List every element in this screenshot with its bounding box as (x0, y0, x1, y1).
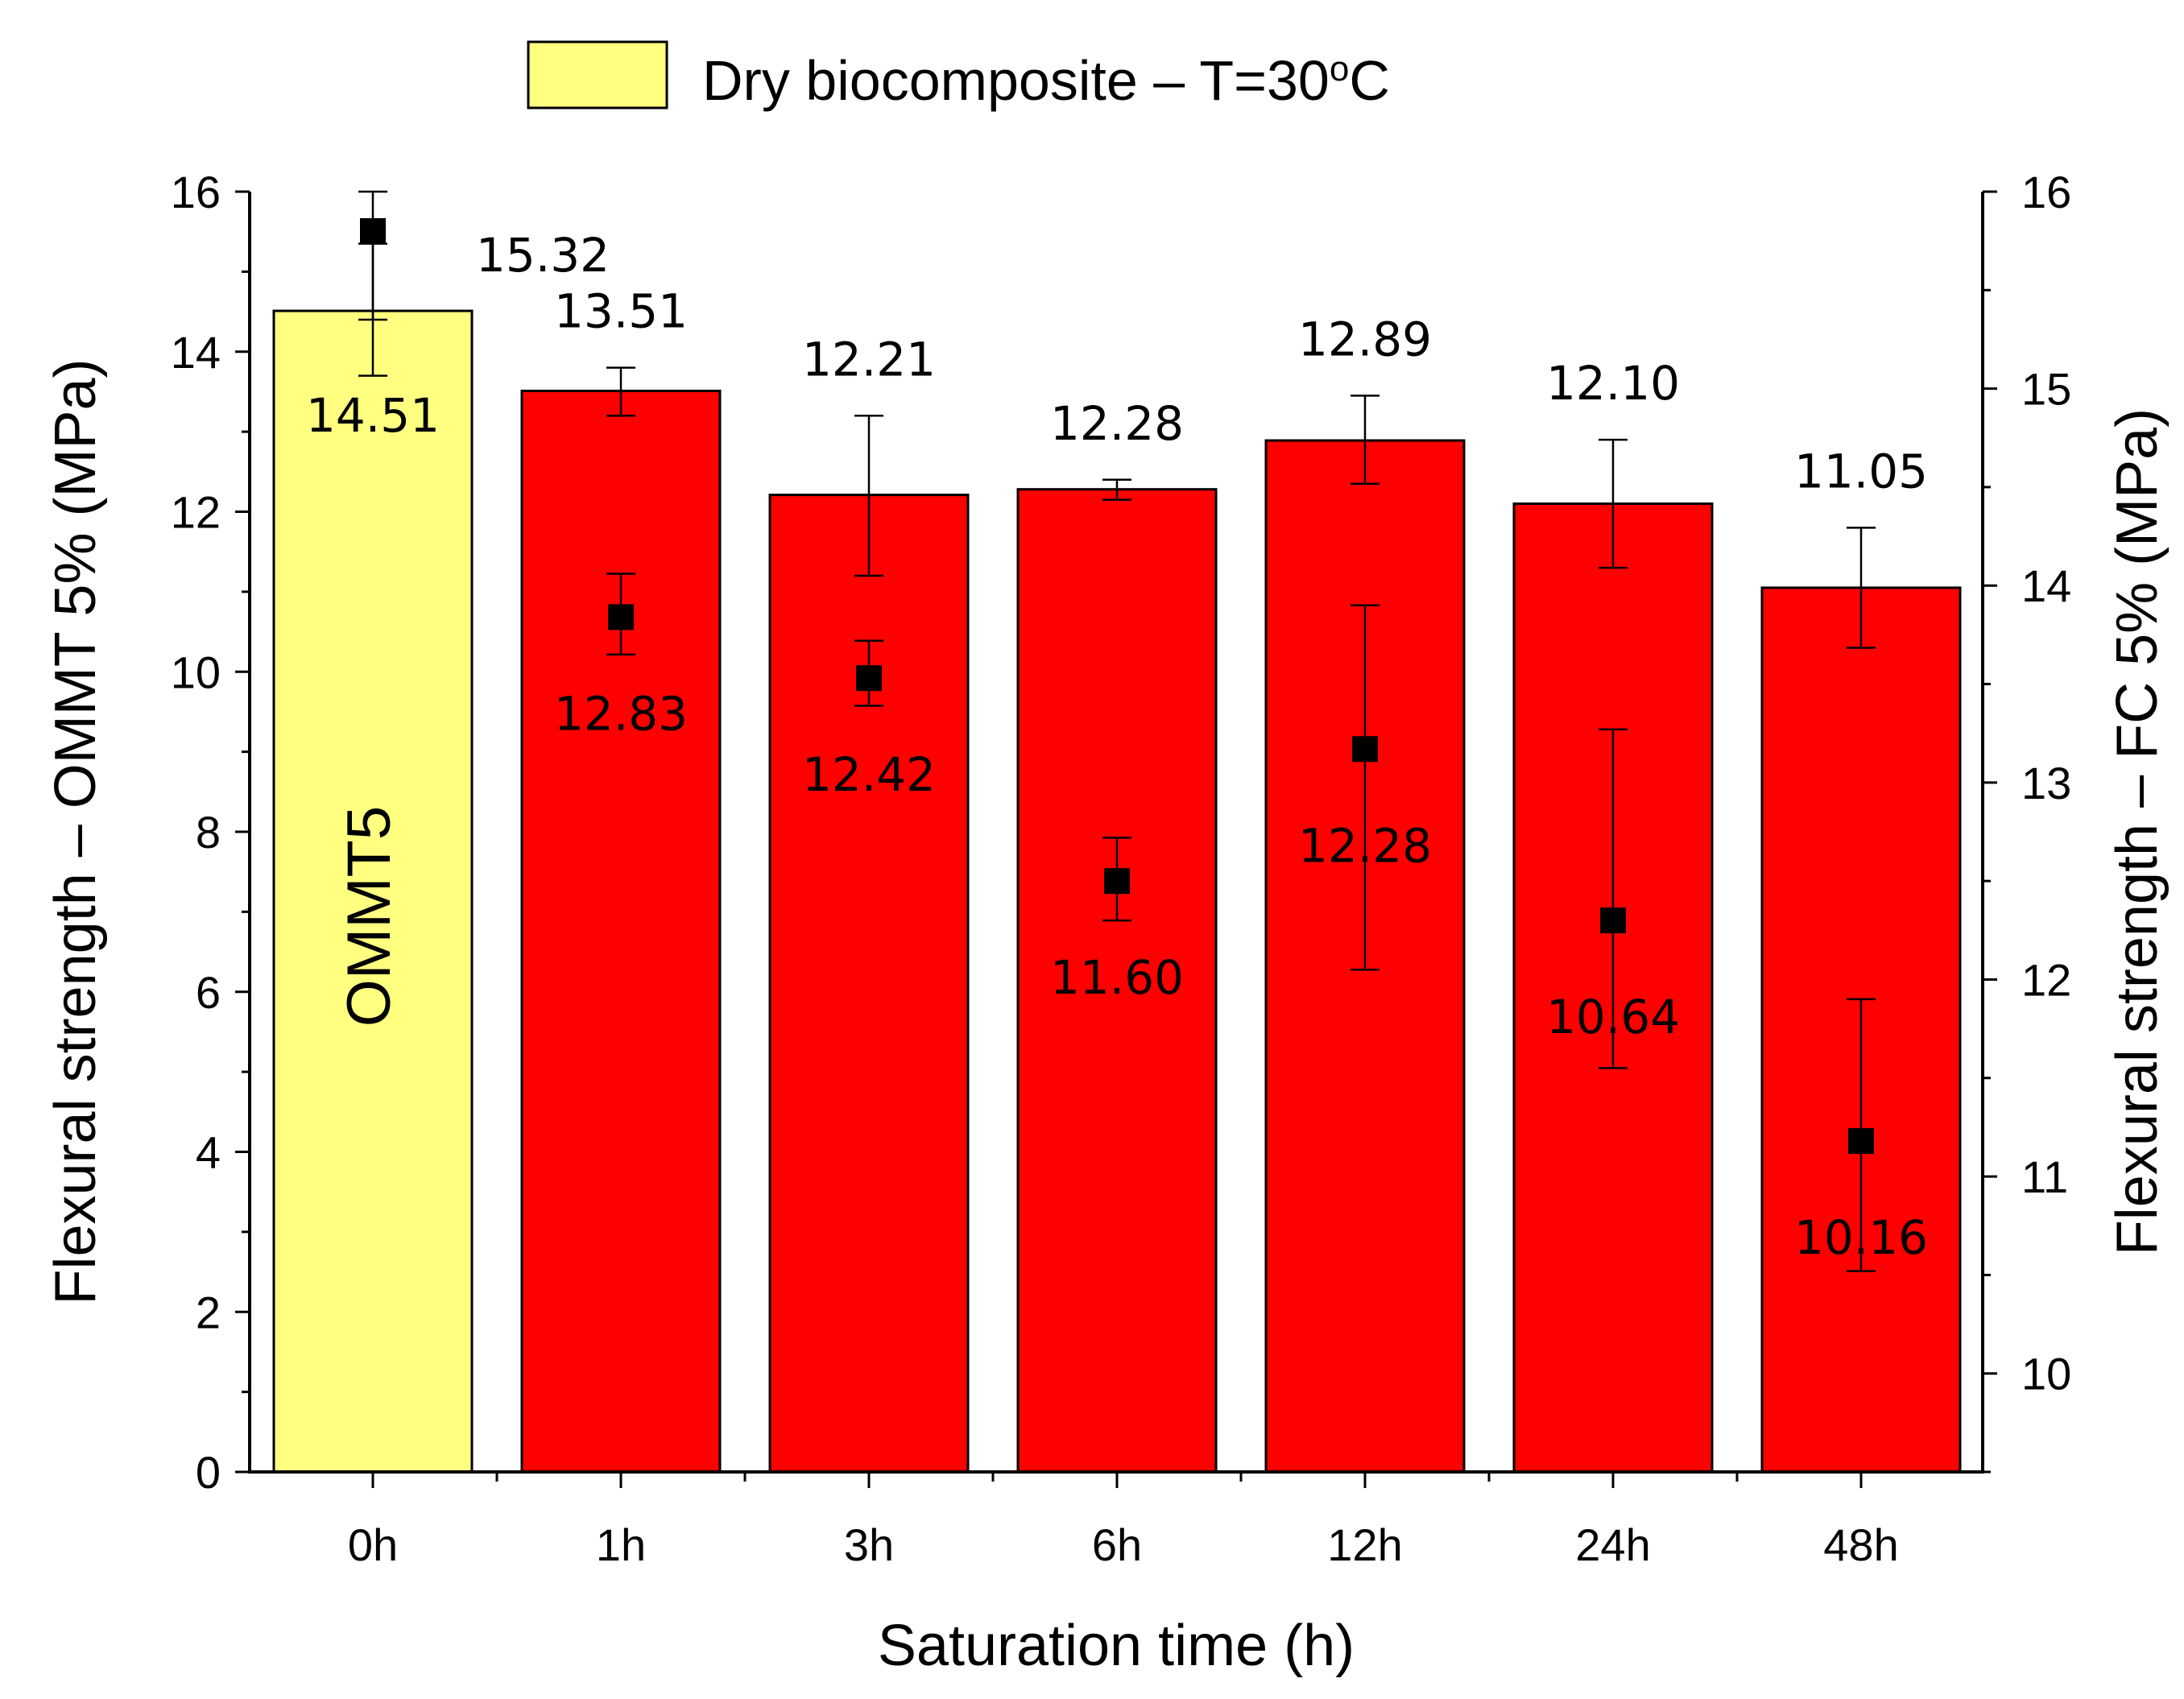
right-tick-label: 15 (2021, 364, 2071, 415)
x-tick-label-12h: 12h (1327, 1519, 1402, 1570)
x-tick-label-3h: 3h (844, 1519, 894, 1570)
bar-value-label-3h: 12.21 (802, 332, 936, 387)
bar-value-label-48h: 11.05 (1794, 444, 1928, 498)
right-tick-label: 12 (2021, 954, 2071, 1005)
point-marker-3h (856, 665, 882, 692)
left-axis-title: Flexural strength – OMMT 5% (MPa) (43, 359, 108, 1305)
bar-value-label-0h: 14.51 (306, 388, 440, 443)
legend: Dry biocomposite – T=30oC (527, 40, 1390, 112)
x-tick-label-24h: 24h (1575, 1519, 1650, 1570)
point-marker-12h (1352, 736, 1378, 763)
x-tick-label-1h: 1h (596, 1519, 646, 1570)
x-tick-label-48h: 48h (1823, 1519, 1898, 1570)
x-axis-title: Saturation time (h) (878, 1614, 1355, 1678)
point-marker-0h (360, 217, 386, 244)
right-tick-label: 16 (2021, 167, 2071, 217)
point-marker-6h (1104, 868, 1130, 895)
left-tick-label: 6 (196, 967, 221, 1018)
bar-inner-label-group: OMMT5 (309, 767, 417, 1066)
point-value-label-48h: 10.16 (1794, 1210, 1928, 1265)
point-series (358, 190, 1876, 1272)
point-marker-1h (608, 604, 634, 630)
bar-value-label-24h: 12.10 (1546, 356, 1680, 411)
x-axis-ticks: 0h 1h 3h 6h 12h 24h 48h (348, 1472, 1899, 1570)
right-axis-title: Flexural strength – FC 5% (MPa) (2105, 408, 2170, 1255)
x-tick-label-0h: 0h (348, 1519, 398, 1570)
point-value-label-1h: 12.83 (554, 686, 688, 741)
bar-inner-label: OMMT5 (335, 806, 403, 1027)
legend-label-sup: o (1330, 49, 1349, 89)
bar-data-labels: 14.51 13.51 12.21 12.28 12.89 12.10 11.05 (306, 284, 1928, 499)
bar-value-label-12h: 12.89 (1298, 312, 1432, 366)
bar-1h (520, 389, 722, 1474)
right-tick-label: 14 (2021, 560, 2071, 611)
point-value-label-6h: 11.60 (1050, 950, 1184, 1005)
right-tick-label: 11 (2021, 1151, 2068, 1202)
right-axis-ticks: 10 11 12 13 14 15 16 (1983, 167, 2071, 1474)
bar-inner-label-bg (309, 767, 417, 1066)
left-tick-label: 16 (171, 167, 221, 217)
point-value-label-3h: 12.42 (802, 747, 936, 802)
legend-swatch (527, 40, 668, 110)
right-tick-label: 10 (2021, 1349, 2071, 1399)
point-marker-24h (1600, 907, 1626, 934)
x-tick-label-6h: 6h (1092, 1519, 1142, 1570)
point-data-labels: 15.32 12.83 12.42 11.60 12.28 10.64 10.16 (476, 228, 1928, 1265)
legend-label-main: Dry biocomposite – T=30 (702, 49, 1330, 112)
bar-6h (1016, 488, 1218, 1474)
axes: 0 2 4 6 8 10 12 14 16 10 11 12 13 14 15 16 0h 1h 3h 6h 12h… (171, 167, 2072, 1570)
point-marker-48h (1848, 1128, 1874, 1155)
left-tick-label: 2 (196, 1287, 221, 1337)
left-tick-label: 4 (196, 1127, 221, 1178)
bar-value-label-6h: 12.28 (1050, 396, 1184, 451)
left-axis-ticks: 0 2 4 6 8 10 12 14 16 (171, 167, 250, 1498)
left-tick-label: 14 (171, 327, 221, 378)
legend-label-tail: C (1349, 49, 1390, 112)
point-value-label-0h: 15.32 (476, 228, 610, 283)
left-tick-label: 10 (171, 647, 221, 697)
legend-label: Dry biocomposite – T=30oC (702, 49, 1390, 112)
left-tick-label: 12 (171, 487, 221, 538)
point-value-label-12h: 12.28 (1298, 818, 1432, 873)
left-tick-label: 8 (196, 807, 221, 858)
left-tick-label: 0 (196, 1447, 221, 1498)
right-tick-label: 13 (2021, 758, 2071, 808)
point-value-label-24h: 10.64 (1546, 990, 1680, 1044)
bar-series (272, 309, 1962, 1474)
bar-value-label-1h: 13.51 (554, 284, 688, 339)
